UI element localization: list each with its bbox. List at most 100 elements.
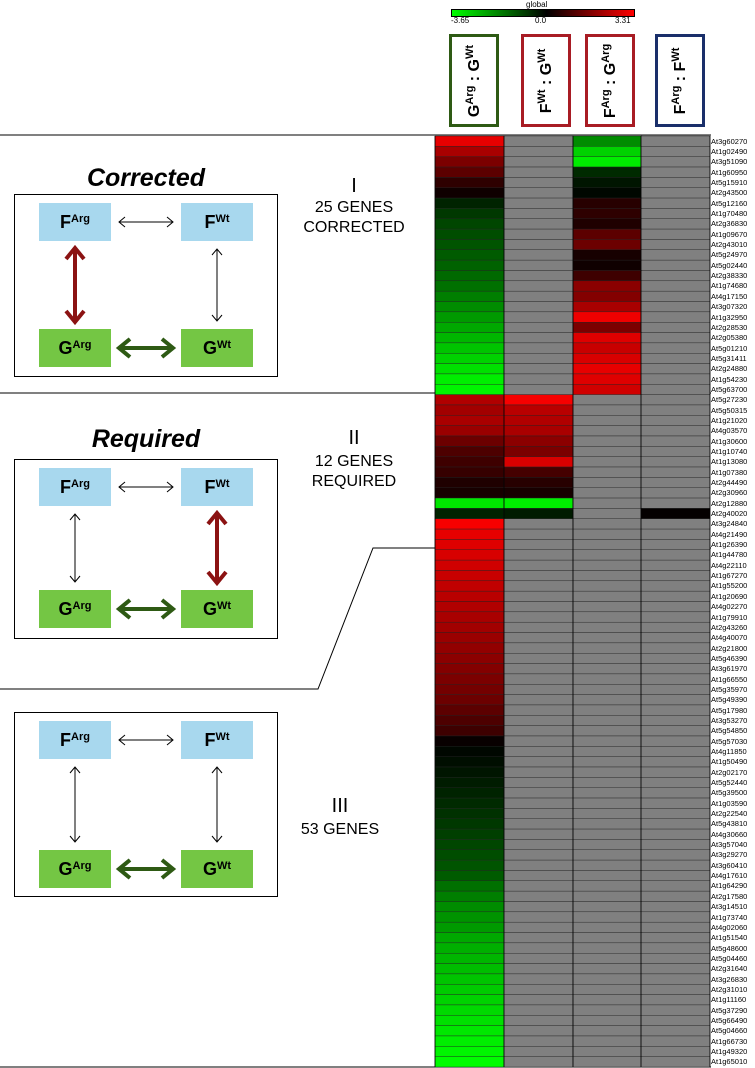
node-label: F: [60, 476, 72, 497]
heatmap-cell: [503, 766, 574, 778]
section-count-iii: 53 GENES: [300, 821, 380, 838]
heatmap-cell: [503, 746, 574, 757]
heatmap-cell: [434, 859, 505, 871]
colorbar-min-label: -3.65: [451, 16, 470, 25]
arrow-f-wt-g-wt: [211, 766, 223, 843]
heatmap-cell: [572, 322, 643, 333]
heatmap-cell: [503, 466, 574, 478]
node-superscript: Wt: [216, 860, 232, 872]
heatmap-cell: [640, 290, 711, 302]
heatmap-cell: [640, 942, 711, 954]
gene-label: At2g22540: [711, 809, 748, 819]
gene-label: At1g66730: [711, 1036, 748, 1046]
column-header-1: GArg : GWt: [449, 34, 499, 127]
gene-label: At1g50490: [711, 757, 748, 767]
gene-label: At3g07320: [711, 302, 748, 312]
heatmap-cell: [434, 156, 505, 168]
gene-label: At4g21490: [711, 529, 748, 539]
gene-label: At1g65010: [711, 1057, 748, 1067]
heatmap-cell: [572, 963, 643, 975]
node-f-arg: F Arg: [39, 721, 111, 759]
heatmap-cell: [572, 259, 643, 271]
heatmap-cell: [503, 859, 574, 871]
heatmap-cell: [434, 828, 505, 840]
heatmap-cell: [503, 621, 574, 633]
heatmap-cell: [572, 528, 643, 540]
gene-label: At1g03590: [711, 798, 748, 808]
heatmap-cell: [640, 384, 711, 395]
heatmap-cell: [503, 280, 574, 292]
node-label: G: [202, 858, 217, 879]
gene-label: At1g74680: [711, 281, 748, 291]
node-f-wt: F Wt: [181, 203, 253, 241]
heatmap-cell: [572, 870, 643, 882]
gene-label: At1g79910: [711, 612, 748, 622]
heatmap-cell: [503, 1046, 574, 1057]
heatmap-cell: [572, 715, 643, 726]
heatmap-cell: [572, 363, 643, 375]
heatmap-cell: [640, 135, 711, 147]
heatmap-cell: [572, 218, 643, 230]
heatmap-cell: [572, 673, 643, 685]
heatmap-cell: [503, 839, 574, 850]
heatmap-cell: [640, 684, 711, 695]
heatmap-cell: [503, 559, 574, 571]
heatmap-cell: [640, 239, 711, 250]
heatmap-cell: [572, 394, 643, 406]
heatmap-cell: [503, 197, 574, 209]
heatmap-cell: [572, 239, 643, 250]
heatmap-cell: [503, 528, 574, 540]
panel-title-required: Required: [91, 425, 201, 453]
heatmap-cell: [572, 146, 643, 157]
heatmap-cell: [434, 259, 505, 271]
heatmap-cell: [434, 880, 505, 892]
heatmap-cell: [503, 539, 574, 550]
gene-label: At4g03570: [711, 426, 748, 436]
diagram-corrected: F Arg F Wt G Arg G Wt: [14, 194, 278, 377]
gene-label: At1g54230: [711, 374, 748, 384]
heatmap-cell: [572, 797, 643, 809]
gene-label: At5g27230: [711, 395, 748, 405]
heatmap-cell: [640, 808, 711, 819]
gene-label: At3g57040: [711, 840, 748, 850]
heatmap-cell: [640, 632, 711, 644]
gene-label: At2g44490: [711, 478, 748, 488]
gene-label: At4g02060: [711, 922, 748, 932]
heatmap-cell: [640, 1025, 711, 1037]
heatmap-cell: [572, 973, 643, 985]
node-label: F: [204, 211, 216, 232]
heatmap-cell: [640, 208, 711, 219]
heatmap-cell: [503, 735, 574, 747]
heatmap-cell: [572, 342, 643, 354]
gene-label: At5g17980: [711, 705, 748, 715]
heatmap-cell: [640, 984, 711, 995]
heatmap-cell: [434, 146, 505, 157]
heatmap-cell: [434, 549, 505, 561]
arrow-f-arg-f-wt: [118, 734, 174, 746]
gene-label: At1g66550: [711, 674, 748, 684]
gene-label: At2g12880: [711, 498, 748, 508]
heatmap-cell: [503, 963, 574, 975]
heatmap-cell: [503, 208, 574, 219]
heatmap-cell: [434, 994, 505, 1006]
panel-title-corrected: Corrected: [86, 164, 206, 192]
heatmap-cell: [572, 777, 643, 788]
heatmap-cell: [434, 870, 505, 882]
heatmap-cell: [640, 642, 711, 654]
heatmap-cell: [503, 653, 574, 664]
heatmap-cell: [640, 828, 711, 840]
heatmap-cell: [503, 549, 574, 561]
heatmap-cell: [572, 611, 643, 623]
heatmap-cell: [434, 363, 505, 375]
heatmap-cell: [640, 477, 711, 488]
heatmap-cell: [640, 197, 711, 209]
heatmap-cell: [434, 942, 505, 954]
heatmap-cell: [572, 404, 643, 416]
node-superscript: Arg: [71, 731, 90, 743]
heatmap-cell: [503, 425, 574, 437]
node-label: G: [58, 337, 73, 358]
heatmap-cell: [640, 1035, 711, 1047]
heatmap-cell: [640, 332, 711, 344]
heatmap-cell: [572, 746, 643, 757]
gene-label: At1g11160: [711, 995, 747, 1005]
